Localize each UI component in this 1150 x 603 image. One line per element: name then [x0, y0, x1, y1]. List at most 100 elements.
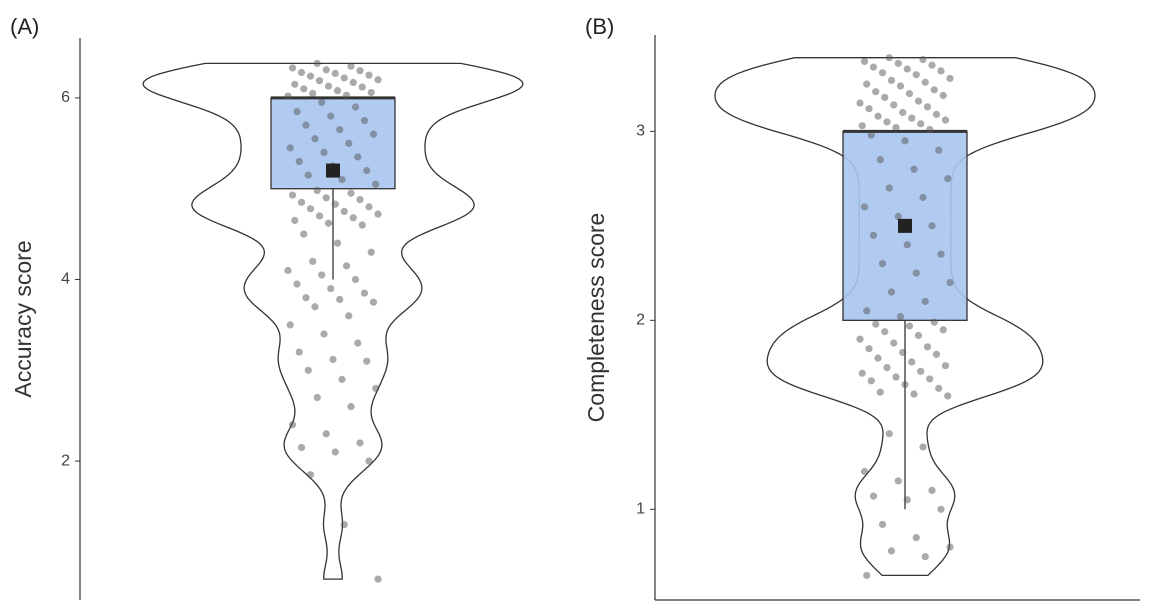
- point: [372, 384, 380, 393]
- point: [899, 348, 907, 357]
- point: [313, 393, 321, 402]
- point: [910, 390, 918, 398]
- point: [919, 443, 927, 451]
- point: [908, 114, 916, 122]
- point: [863, 80, 871, 88]
- point: [903, 496, 911, 504]
- point: [322, 66, 330, 74]
- point: [354, 153, 362, 161]
- point: [894, 212, 902, 221]
- point: [297, 68, 306, 77]
- point: [869, 63, 878, 71]
- point: [923, 343, 932, 351]
- point: [342, 91, 351, 99]
- point: [288, 64, 297, 72]
- point: [903, 65, 911, 73]
- point: [937, 250, 945, 258]
- point: [333, 87, 342, 95]
- y-tick-label: 6: [61, 89, 70, 106]
- point: [921, 297, 929, 306]
- panel-label: (B): [585, 14, 614, 39]
- point: [894, 59, 902, 67]
- point: [309, 89, 317, 97]
- point: [369, 298, 378, 306]
- point: [360, 289, 369, 297]
- point: [937, 67, 945, 75]
- point: [914, 331, 923, 340]
- point: [863, 307, 871, 315]
- y-tick-label: 2: [636, 312, 645, 329]
- point: [926, 375, 934, 383]
- point: [349, 214, 357, 222]
- point: [856, 99, 864, 107]
- point: [890, 339, 898, 347]
- point: [295, 157, 303, 166]
- point: [923, 103, 932, 111]
- point: [928, 222, 936, 230]
- point: [917, 120, 925, 128]
- point: [327, 112, 335, 120]
- point: [887, 547, 896, 555]
- point: [291, 216, 299, 225]
- point: [894, 477, 902, 485]
- point: [903, 241, 911, 249]
- point: [935, 384, 943, 392]
- point: [885, 54, 893, 62]
- point: [309, 257, 317, 265]
- point: [349, 78, 357, 87]
- point: [896, 82, 905, 90]
- point: [304, 171, 312, 179]
- point: [286, 144, 294, 152]
- point: [917, 367, 925, 375]
- point: [306, 471, 315, 479]
- point: [912, 534, 920, 542]
- point: [351, 275, 360, 284]
- point: [313, 59, 321, 68]
- point: [878, 260, 887, 268]
- point: [315, 77, 324, 85]
- point: [876, 388, 884, 396]
- point: [363, 357, 371, 365]
- point: [935, 146, 943, 154]
- point: [360, 117, 369, 125]
- point: [881, 328, 889, 336]
- point: [288, 191, 297, 199]
- point: [878, 520, 887, 529]
- point: [318, 98, 326, 107]
- point: [338, 176, 346, 184]
- point: [874, 354, 882, 362]
- point: [872, 88, 880, 96]
- point: [297, 198, 306, 206]
- point: [901, 137, 909, 145]
- point: [932, 110, 941, 118]
- point: [336, 295, 344, 304]
- point: [311, 303, 319, 311]
- violin: [142, 62, 524, 580]
- point: [946, 278, 954, 287]
- point: [365, 71, 373, 79]
- point: [300, 230, 308, 238]
- point: [885, 430, 893, 438]
- point: [351, 103, 360, 111]
- point: [860, 57, 869, 66]
- point: [863, 571, 871, 580]
- point: [374, 76, 382, 84]
- point: [356, 439, 364, 447]
- point: [919, 55, 927, 64]
- point: [856, 335, 864, 343]
- y-axis-label: Accuracy score: [10, 240, 36, 397]
- point: [372, 180, 380, 188]
- point: [374, 210, 382, 218]
- point: [374, 575, 382, 583]
- point: [928, 486, 936, 495]
- point: [865, 345, 873, 353]
- point: [946, 543, 954, 551]
- mean: [898, 218, 912, 233]
- point: [331, 448, 339, 456]
- point: [908, 358, 916, 366]
- violin: [714, 57, 1096, 577]
- point: [284, 92, 292, 100]
- panel-label: (A): [10, 14, 39, 39]
